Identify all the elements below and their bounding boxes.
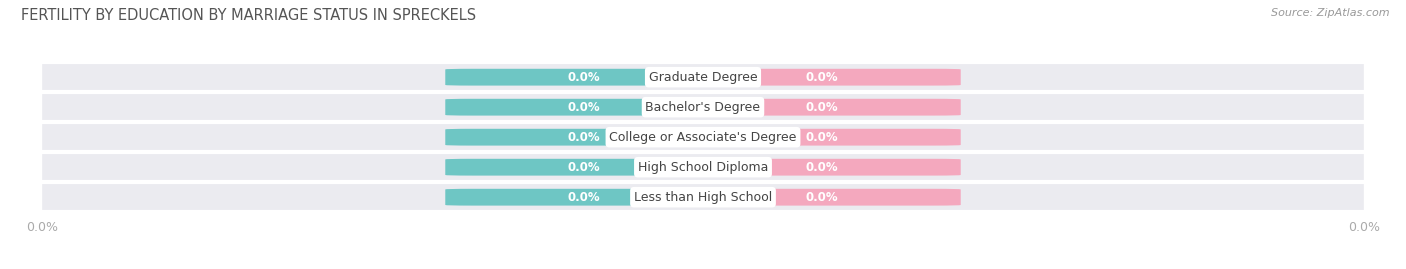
Text: 0.0%: 0.0%: [568, 191, 600, 204]
FancyBboxPatch shape: [683, 129, 960, 146]
Text: FERTILITY BY EDUCATION BY MARRIAGE STATUS IN SPRECKELS: FERTILITY BY EDUCATION BY MARRIAGE STATU…: [21, 8, 477, 23]
FancyBboxPatch shape: [446, 129, 723, 146]
FancyBboxPatch shape: [683, 69, 960, 86]
Text: 0.0%: 0.0%: [806, 101, 838, 114]
FancyBboxPatch shape: [446, 69, 723, 86]
FancyBboxPatch shape: [42, 124, 1364, 151]
Text: 0.0%: 0.0%: [806, 191, 838, 204]
FancyBboxPatch shape: [683, 99, 960, 116]
FancyBboxPatch shape: [42, 184, 1364, 211]
FancyBboxPatch shape: [683, 159, 960, 176]
FancyBboxPatch shape: [446, 159, 723, 176]
FancyBboxPatch shape: [683, 189, 960, 206]
Text: 0.0%: 0.0%: [568, 71, 600, 84]
Legend: Married, Unmarried: Married, Unmarried: [617, 267, 789, 269]
Text: Bachelor's Degree: Bachelor's Degree: [645, 101, 761, 114]
Text: 0.0%: 0.0%: [806, 71, 838, 84]
FancyBboxPatch shape: [42, 64, 1364, 91]
FancyBboxPatch shape: [446, 189, 723, 206]
Text: 0.0%: 0.0%: [568, 101, 600, 114]
FancyBboxPatch shape: [42, 94, 1364, 121]
Text: High School Diploma: High School Diploma: [638, 161, 768, 174]
Text: Graduate Degree: Graduate Degree: [648, 71, 758, 84]
Text: Less than High School: Less than High School: [634, 191, 772, 204]
Text: 0.0%: 0.0%: [568, 131, 600, 144]
Text: 0.0%: 0.0%: [806, 161, 838, 174]
Text: 0.0%: 0.0%: [568, 161, 600, 174]
Text: College or Associate's Degree: College or Associate's Degree: [609, 131, 797, 144]
FancyBboxPatch shape: [42, 154, 1364, 181]
FancyBboxPatch shape: [446, 99, 723, 116]
Text: Source: ZipAtlas.com: Source: ZipAtlas.com: [1271, 8, 1389, 18]
Text: 0.0%: 0.0%: [806, 131, 838, 144]
